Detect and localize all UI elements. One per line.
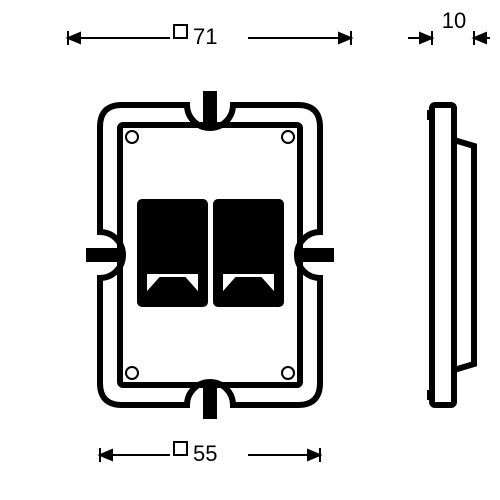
rj-port-2 [216, 202, 281, 304]
tab-top [204, 92, 216, 122]
svg-text:10: 10 [442, 8, 466, 33]
svg-text:71: 71 [193, 24, 217, 49]
port-label-field [220, 206, 277, 228]
svg-text:55: 55 [193, 441, 217, 466]
screw-hole [126, 131, 138, 143]
screw-hole [282, 367, 294, 379]
rj-port-1 [140, 202, 205, 304]
side-body [454, 140, 474, 370]
port-label-field [144, 206, 201, 228]
port-opening [147, 235, 198, 273]
tab-right [303, 249, 333, 261]
side-faceplate [432, 105, 454, 405]
screw-hole [282, 131, 294, 143]
tab-left [87, 249, 117, 261]
side-view [428, 105, 474, 405]
screw-hole [126, 367, 138, 379]
front-view [87, 92, 333, 418]
port-opening [223, 235, 274, 273]
tab-bottom [204, 388, 216, 418]
